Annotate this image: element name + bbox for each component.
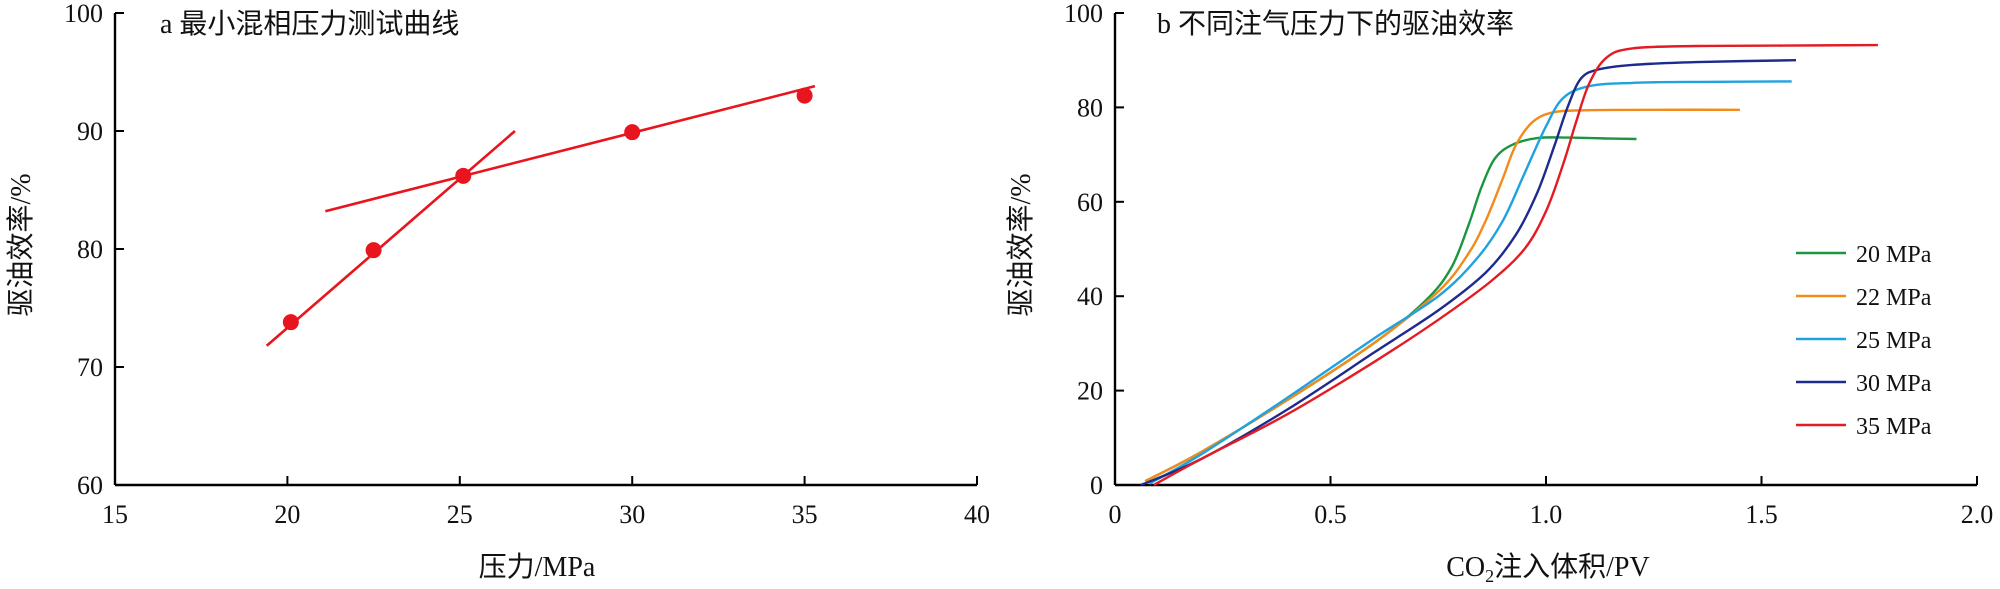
chart-b-legend-label-35-mpa: 35 MPa — [1856, 414, 1932, 440]
chart-a-y-tick-label: 70 — [77, 353, 103, 382]
chart-a-x-tick-label: 30 — [619, 500, 645, 529]
chart-b-series-25-mpa — [1148, 80, 1792, 485]
chart-a-y-tick-label: 60 — [77, 471, 103, 500]
chart-b-series — [1140, 43, 1878, 487]
chart-b-legend: 20 MPa 22 MPa 25 MPa 30 MPa 35 MPa — [1796, 242, 1932, 440]
chart-a-y-tick-label: 90 — [77, 117, 103, 146]
chart-b-y-tick-label: 0 — [1090, 471, 1103, 500]
chart-b-series-20-mpa — [1144, 136, 1637, 483]
chart-a-data-point — [624, 124, 641, 141]
chart-a-title: a 最小混相压力测试曲线 — [160, 8, 459, 40]
chart-b-axes: 0 0.5 1.0 1.5 2.0 0 20 40 60 80 100 — [1064, 0, 1993, 529]
chart-a-x-axis-title: 压力/MPa — [479, 551, 596, 583]
chart-a-data-point — [282, 314, 299, 331]
chart-b-x-tick-label: 2.0 — [1961, 500, 1994, 529]
chart-b-x-tick-label: 1.5 — [1745, 500, 1778, 529]
chart-a-x-tick-label: 35 — [792, 500, 818, 529]
chart-b-y-axis-title: 驱油效率/% — [1005, 173, 1037, 316]
chart-b-y-tick-label: 20 — [1077, 377, 1103, 406]
chart-b-x-tick-label: 1.0 — [1530, 500, 1563, 529]
chart-a-data-point — [796, 87, 813, 104]
chart-b-title: b 不同注气压力下的驱油效率 — [1157, 8, 1514, 40]
chart-a-y-tick-label: 100 — [64, 0, 103, 28]
chart-b-series-22-mpa — [1144, 108, 1740, 483]
chart-b-legend-label-25-mpa: 25 MPa — [1856, 328, 1932, 354]
chart-a-data-point — [455, 167, 472, 184]
chart-a-fit-line-2 — [325, 84, 816, 213]
chart-b-x-axis-title-pre: CO — [1446, 552, 1485, 583]
chart-b-x-tick-label: 0 — [1109, 500, 1122, 529]
chart-a-data-point — [365, 242, 382, 259]
chart-a-y-tick-label: 80 — [77, 235, 103, 264]
chart-b-x-axis-title: CO2注入体积/PV — [1446, 551, 1649, 586]
chart-a-x-tick-label: 15 — [102, 500, 128, 529]
chart-b-x-tick-label: 0.5 — [1314, 500, 1347, 529]
chart-a-points — [282, 87, 813, 331]
chart-b-legend-label-22-mpa: 22 MPa — [1856, 285, 1932, 311]
chart-a-x-tick-label: 40 — [964, 500, 990, 529]
chart-a-x-tick-label: 20 — [274, 500, 300, 529]
chart-b-series-30-mpa — [1140, 59, 1797, 487]
chart-a-y-axis-title: 驱油效率/% — [5, 173, 37, 316]
chart-b-legend-label-30-mpa: 30 MPa — [1856, 371, 1932, 397]
chart-a-fit-line-1 — [265, 130, 516, 347]
chart-a-fit-lines — [265, 84, 816, 347]
chart-b-x-axis-title-post: 注入体积/PV — [1494, 551, 1650, 583]
chart-a-x-tick-label: 25 — [447, 500, 473, 529]
chart-b-x-axis-title-sub: 2 — [1485, 566, 1494, 586]
chart-a-axes: 15 20 25 30 35 40 60 70 80 90 100 — [64, 0, 990, 529]
chart-b-y-tick-label: 40 — [1077, 282, 1103, 311]
chart-b-y-tick-label: 100 — [1064, 0, 1103, 28]
chart-b-displacement-efficiency: b 不同注气压力下的驱油效率 驱油效率/% CO2注入体积/PV 0 0.5 1.0… — [1005, 0, 1993, 586]
chart-b-y-tick-label: 60 — [1077, 188, 1103, 217]
chart-a-mmp-test: a 最小混相压力测试曲线 驱油效率/% 压力/MPa 15 20 25 30 35 40 6… — [5, 0, 990, 583]
chart-b-legend-label-20-mpa: 20 MPa — [1856, 242, 1932, 268]
chart-b-y-tick-label: 80 — [1077, 93, 1103, 122]
chart-b-series-35-mpa — [1153, 43, 1878, 487]
